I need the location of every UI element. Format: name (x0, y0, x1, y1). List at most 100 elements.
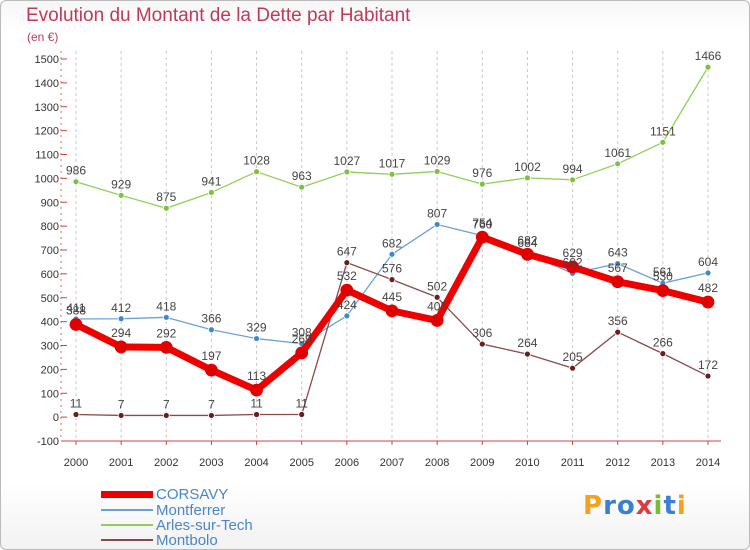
data-label-arles-sur-tech: 941 (201, 174, 221, 188)
data-point-montbolo (343, 259, 351, 267)
data-label-montbolo: 502 (427, 279, 447, 293)
data-label-montbolo: 576 (382, 262, 402, 276)
y-tick-label: 200 (41, 364, 59, 376)
data-point-corsavy (250, 383, 263, 397)
data-label-montbolo: 306 (472, 326, 492, 340)
y-tick-label: 800 (41, 221, 59, 233)
data-point-corsavy (475, 230, 489, 244)
y-tick-label: 1100 (35, 150, 59, 162)
logo-letter: P (583, 491, 604, 521)
data-point-montbolo (659, 350, 667, 358)
x-tick-label: 2014 (696, 457, 720, 469)
data-point-arles-sur-tech (614, 160, 622, 168)
data-label-montferrer: 604 (698, 255, 718, 269)
logo-letter: x (635, 491, 654, 521)
data-point-montbolo (704, 372, 712, 380)
y-tick-label: 500 (41, 293, 59, 305)
data-label-montferrer: 684 (517, 236, 537, 250)
data-label-corsavy: 482 (698, 281, 718, 295)
data-label-montferrer: 411 (66, 301, 85, 315)
data-point-arles-sur-tech (659, 138, 667, 146)
data-label-montferrer: 424 (337, 298, 357, 312)
x-tick-label: 2007 (380, 457, 404, 469)
data-point-montbolo (524, 350, 531, 358)
data-point-corsavy (385, 304, 399, 318)
data-label-montferrer: 329 (247, 321, 267, 335)
data-label-montferrer: 366 (201, 312, 221, 326)
x-tick-label: 2003 (199, 457, 223, 469)
data-point-montbolo (478, 340, 486, 348)
y-tick-label: 1000 (35, 173, 59, 185)
data-label-arles-sur-tech: 1002 (514, 160, 541, 174)
data-label-corsavy: 532 (337, 269, 357, 283)
y-tick-label: 900 (41, 197, 59, 209)
data-point-corsavy (205, 363, 218, 377)
data-point-arles-sur-tech (524, 174, 531, 182)
data-point-arles-sur-tech (72, 178, 80, 186)
legend-item-corsavy: CORSAVY (101, 486, 228, 503)
data-label-corsavy: 567 (608, 261, 628, 275)
x-tick-label: 2004 (244, 457, 268, 469)
data-point-corsavy (611, 275, 625, 289)
x-tick-label: 2013 (651, 457, 675, 469)
y-tick-label: 0 (53, 412, 59, 424)
legend-item-montferrer: Montferrer (101, 502, 225, 519)
data-point-montferrer (162, 313, 170, 321)
data-label-arles-sur-tech: 1151 (650, 124, 676, 138)
data-point-arles-sur-tech (208, 189, 215, 196)
data-label-montbolo: 7 (208, 397, 215, 411)
series-layer (69, 63, 715, 419)
data-point-arles-sur-tech (298, 183, 306, 191)
data-label-montbolo: 7 (163, 397, 170, 411)
data-label-corsavy: 405 (427, 299, 447, 313)
data-point-corsavy (340, 283, 354, 297)
data-label-corsavy: 629 (563, 246, 583, 260)
data-label-corsavy: 530 (653, 270, 673, 284)
chart-unit: (en €) (27, 30, 59, 44)
data-label-montferrer: 602 (563, 255, 583, 269)
data-point-corsavy (566, 260, 579, 274)
logo-letter: t (663, 491, 677, 521)
logo-letter: i (676, 491, 687, 521)
data-label-arles-sur-tech: 986 (66, 164, 86, 178)
data-point-montbolo (388, 276, 396, 284)
data-label-corsavy: 197 (201, 349, 221, 363)
legend-swatch-montbolo (101, 539, 153, 541)
data-point-arles-sur-tech (253, 168, 260, 176)
logo-letter: i (653, 491, 664, 521)
chart-title: Evolution du Montant de la Dette par Hab… (26, 5, 411, 26)
x-tick-label: 2000 (64, 457, 88, 469)
data-label-montferrer: 643 (608, 246, 628, 260)
data-label-arles-sur-tech: 963 (292, 169, 312, 183)
data-label-arles-sur-tech: 976 (472, 166, 492, 180)
legend-swatch-montferrer (101, 509, 153, 511)
proxiti-logo: Proxiti (583, 491, 687, 521)
data-point-montbolo (72, 411, 80, 418)
data-label-corsavy: 292 (156, 326, 176, 340)
data-label-montferrer: 561 (653, 265, 673, 279)
legend-item-montbolo: Montbolo (101, 532, 218, 549)
data-point-corsavy (69, 318, 83, 331)
data-point-montferrer (343, 312, 351, 320)
x-tick-label: 2006 (335, 457, 359, 469)
y-tick-label: 1400 (35, 78, 59, 90)
y-tick-label: 400 (41, 317, 59, 329)
axis-layer: -100 0 100 200 300 400 500 600 700 800 900 1000 1100… (35, 51, 721, 469)
y-tick-label: 100 (41, 388, 59, 400)
y-tick-label: 1500 (35, 54, 59, 66)
data-label-montferrer: 807 (427, 206, 447, 220)
data-point-montbolo (208, 412, 215, 419)
data-label-montbolo: 205 (563, 350, 583, 364)
x-tick-label: 2011 (561, 457, 585, 469)
y-tick-label: 600 (41, 269, 59, 281)
data-label-montbolo: 266 (653, 336, 673, 350)
data-point-montferrer (253, 335, 260, 342)
data-point-corsavy (430, 314, 444, 327)
data-label-montbolo: 7 (118, 397, 125, 411)
data-point-corsavy (159, 341, 173, 354)
data-point-montbolo (569, 364, 576, 372)
data-label-montferrer: 682 (382, 236, 402, 250)
x-tick-label: 2002 (154, 457, 178, 469)
